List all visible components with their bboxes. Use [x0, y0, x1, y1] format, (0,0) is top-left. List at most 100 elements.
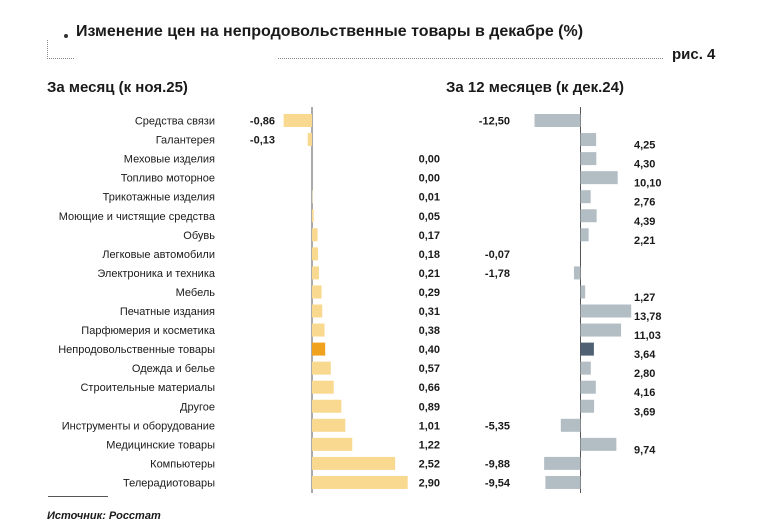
left-bar: [283, 114, 312, 127]
right-bar: [534, 114, 581, 127]
category-label: Медицинские товары: [106, 439, 215, 451]
left-bar: [312, 209, 314, 223]
right-bar: [544, 456, 581, 470]
left-bar: [312, 437, 353, 451]
left-value-label: -0,13: [250, 135, 275, 147]
category-label: Моющие и чистящие средства: [59, 211, 216, 223]
right-value-label: -9,54: [485, 477, 511, 489]
right-value-label: 9,74: [634, 444, 656, 456]
left-value-label: 2,52: [419, 458, 440, 470]
category-label: Печатные издания: [120, 306, 215, 318]
right-value-label: 2,76: [634, 197, 655, 209]
chart-title: Изменение цен на непродовольственные тов…: [76, 23, 584, 40]
right-bar: [580, 152, 597, 166]
right-bar: [580, 190, 591, 204]
right-value-label: 3,69: [634, 406, 655, 418]
left-bar: [312, 266, 319, 280]
right-value-label: -12,50: [479, 116, 510, 128]
right-bar: [580, 133, 597, 147]
category-label: Обувь: [183, 230, 215, 242]
left-panel-title: За месяц (к ноя.25): [47, 79, 188, 96]
category-label: Парфюмерия и косметика: [81, 325, 216, 337]
right-bar: [580, 323, 622, 337]
source-note: Источник: Росстат: [47, 510, 161, 522]
left-bar: [312, 323, 325, 337]
left-bar: [312, 247, 318, 261]
right-value-label: 3,64: [634, 349, 656, 361]
title-bullet: [64, 34, 68, 38]
left-bar: [312, 228, 318, 242]
left-value-label: 1,01: [419, 420, 440, 432]
figure-label: рис. 4: [672, 46, 716, 63]
left-value-label: 0,31: [419, 306, 440, 318]
right-value-label: -5,35: [485, 420, 510, 432]
left-value-label: 0,21: [419, 268, 440, 280]
right-bar: [580, 209, 597, 223]
right-value-label: -9,88: [485, 458, 510, 470]
category-label: Средства связи: [135, 116, 215, 128]
right-bar: [580, 437, 617, 451]
left-value-label: 0,17: [419, 230, 440, 242]
left-bar: [312, 380, 334, 394]
left-bar: [312, 361, 331, 375]
left-value-label: 0,05: [419, 211, 440, 223]
right-value-label: 2,80: [634, 368, 655, 380]
left-value-label: 0,01: [419, 192, 440, 204]
category-label: Топливо моторное: [121, 173, 215, 185]
left-value-label: 0,40: [419, 344, 440, 356]
left-value-label: 0,29: [419, 287, 440, 299]
category-label: Легковые автомобили: [102, 249, 215, 261]
right-bar: [580, 342, 594, 356]
right-value-label: 11,03: [634, 330, 661, 342]
right-bar: [580, 171, 618, 185]
title-decoration: [47, 40, 74, 59]
left-bar: [312, 304, 323, 318]
right-value-label: 13,78: [634, 311, 662, 323]
right-bar: [580, 399, 595, 413]
left-value-label: 0,38: [419, 325, 440, 337]
category-label: Электроника и техника: [97, 268, 215, 280]
category-label: Непродовольственные товары: [58, 344, 215, 356]
right-bar: [580, 228, 589, 242]
left-bar: [312, 285, 322, 299]
left-value-label: -0,86: [250, 116, 275, 128]
right-bar: [580, 361, 591, 375]
category-label: Строительные материалы: [80, 382, 215, 394]
left-value-label: 0,18: [419, 249, 440, 261]
right-value-label: 1,27: [634, 292, 655, 304]
category-label: Телерадиотовары: [123, 477, 215, 489]
left-value-label: 2,90: [419, 477, 440, 489]
right-value-label: 4,30: [634, 159, 655, 171]
right-value-label: 2,21: [634, 235, 655, 247]
right-bar: [573, 266, 581, 280]
left-bar: [312, 418, 346, 432]
left-value-label: 0,00: [419, 173, 440, 185]
category-label: Меховые изделия: [124, 154, 215, 166]
category-label: Трикотажные изделия: [103, 192, 215, 204]
right-value-label: 4,25: [634, 140, 655, 152]
right-value-label: -0,07: [485, 249, 510, 261]
right-value-label: -1,78: [485, 268, 510, 280]
left-value-label: 0,57: [419, 363, 440, 375]
right-bar: [545, 475, 581, 489]
right-bar: [580, 304, 632, 318]
category-label: Инструменты и оборудование: [62, 420, 215, 432]
left-bar: [312, 399, 342, 413]
right-bar: [580, 380, 596, 394]
right-panel-title: За 12 месяцев (к дек.24): [446, 79, 624, 96]
title-rule: [278, 58, 663, 59]
right-bar: [580, 285, 586, 299]
left-value-label: 0,89: [419, 401, 440, 413]
right-value-label: 4,16: [634, 387, 655, 399]
category-label: Компьютеры: [150, 458, 215, 470]
left-bar: [312, 475, 408, 489]
category-label: Одежда и белье: [132, 363, 215, 375]
left-bar: [312, 456, 396, 470]
left-value-label: 0,66: [419, 382, 440, 394]
right-value-label: 10,10: [634, 178, 662, 190]
left-value-label: 1,22: [419, 439, 440, 451]
category-label: Мебель: [176, 287, 216, 299]
category-label: Другое: [180, 401, 215, 413]
left-bar: [312, 342, 326, 356]
